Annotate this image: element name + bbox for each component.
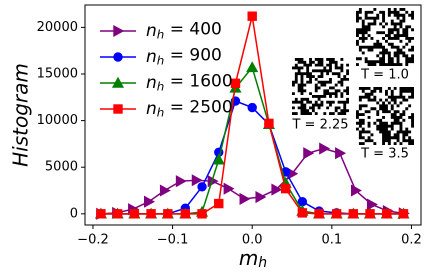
inset-pixels	[356, 87, 414, 145]
y-tick-label: 10000	[37, 113, 78, 128]
marker	[111, 76, 125, 88]
marker	[255, 190, 267, 204]
marker	[297, 196, 308, 207]
y-tick-label: 0	[70, 206, 78, 221]
marker	[191, 174, 203, 187]
marker	[297, 208, 308, 218]
annotation: T = 2.25	[291, 118, 348, 133]
inset-image	[356, 87, 414, 145]
plot-frame	[84, 4, 422, 226]
x-tick-label: −0.1	[157, 233, 189, 248]
marker	[223, 182, 235, 195]
marker	[335, 147, 347, 160]
x-axis-label: mh	[239, 246, 267, 272]
inset-pixels	[356, 8, 414, 66]
marker	[175, 175, 187, 188]
marker	[163, 209, 173, 219]
marker	[246, 61, 259, 73]
marker	[247, 102, 257, 113]
y-tick-label: 5000	[45, 160, 78, 175]
y-axis-label: Histogram	[9, 63, 33, 167]
marker	[129, 209, 140, 219]
legend-label: nh = 400	[146, 19, 222, 41]
marker	[264, 118, 274, 129]
marker	[180, 209, 191, 219]
marker	[247, 11, 257, 21]
marker	[398, 209, 409, 219]
marker	[146, 209, 156, 219]
marker	[382, 209, 392, 219]
marker	[319, 142, 331, 155]
marker	[197, 182, 207, 192]
legend-label: nh = 900	[146, 45, 222, 67]
marker	[314, 209, 324, 219]
x-tick-label: 0.1	[321, 233, 342, 248]
x-tick-label: −0.2	[77, 233, 109, 248]
marker	[365, 209, 375, 219]
marker	[197, 209, 207, 219]
marker	[239, 192, 251, 205]
annotation: T = 3.5	[360, 147, 409, 162]
inset-image	[292, 58, 349, 115]
y-tick-label: 15000	[37, 66, 78, 81]
inset-pixels	[292, 58, 349, 115]
marker	[113, 104, 123, 114]
marker	[96, 209, 106, 219]
marker	[212, 153, 225, 165]
marker	[113, 24, 125, 38]
marker	[366, 198, 378, 211]
marker	[280, 183, 291, 194]
inset-image	[356, 8, 414, 66]
marker	[303, 147, 315, 160]
marker	[159, 184, 171, 197]
marker	[143, 195, 155, 208]
marker	[348, 209, 359, 219]
marker	[112, 209, 123, 219]
x-tick-label: 0.2	[401, 233, 422, 248]
y-tick-label: 20000	[37, 20, 78, 35]
legend-label: nh = 1600	[146, 71, 233, 93]
annotation: T = 1.0	[360, 68, 409, 83]
marker	[113, 52, 123, 62]
marker	[331, 209, 342, 219]
x-tick-label: 0.0	[242, 233, 263, 248]
marker	[214, 198, 224, 209]
legend-label: nh = 2500	[146, 97, 233, 119]
marker	[230, 78, 241, 89]
marker	[351, 184, 362, 197]
marker	[271, 183, 283, 196]
